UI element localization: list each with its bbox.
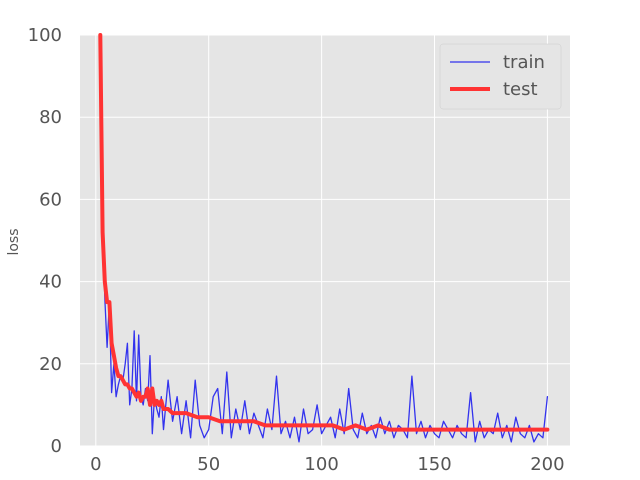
y-tick-label: 40 <box>39 272 62 293</box>
legend-box <box>439 43 562 110</box>
x-tick-label: 200 <box>530 454 564 475</box>
test-series <box>98 33 550 432</box>
train-line <box>99 34 549 443</box>
x-tick-label: 0 <box>90 454 101 475</box>
test-line <box>98 33 550 432</box>
legend-test-label: test <box>503 79 538 100</box>
y-tick-labels: 0 20 40 60 80 100 <box>28 25 62 457</box>
y-tick-label: 20 <box>39 354 62 375</box>
x-tick-labels: 0 50 100 150 200 <box>90 454 565 475</box>
legend: train test <box>439 43 562 110</box>
x-tick-label: 100 <box>304 454 338 475</box>
y-axis-label: loss <box>6 228 22 255</box>
train-series <box>99 34 549 443</box>
x-tick-label: 50 <box>197 454 220 475</box>
y-tick-label: 0 <box>51 436 62 457</box>
y-tick-label: 60 <box>39 189 62 210</box>
y-tick-label: 80 <box>39 107 62 128</box>
y-tick-label: 100 <box>28 25 62 46</box>
x-tick-label: 150 <box>417 454 451 475</box>
legend-train-label: train <box>503 52 545 73</box>
grid-lines <box>80 34 570 447</box>
